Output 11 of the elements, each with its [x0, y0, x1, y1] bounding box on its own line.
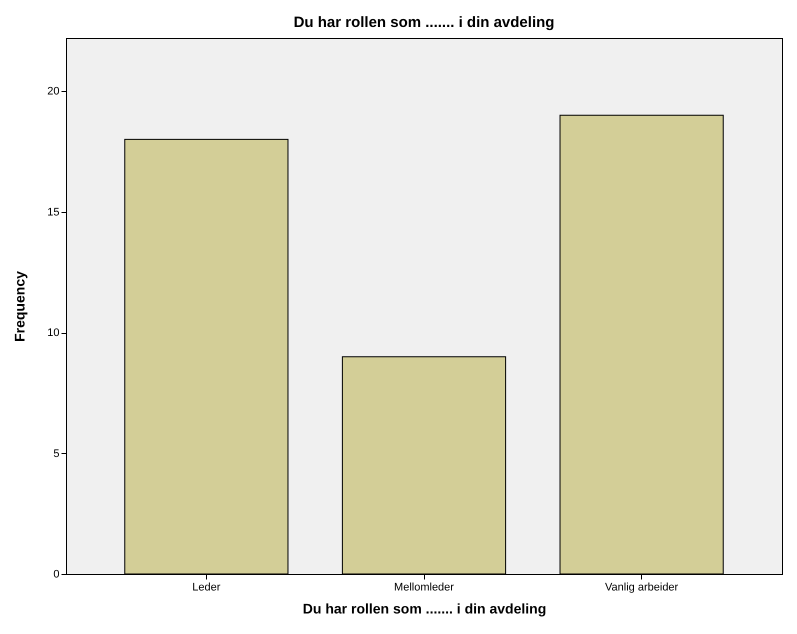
- y-axis-title: Frequency: [11, 270, 28, 342]
- y-tick-label: 15: [47, 206, 60, 218]
- x-tick-label: Mellomleder: [394, 582, 454, 594]
- x-tick-label: Leder: [192, 582, 221, 594]
- y-tick-label: 10: [47, 327, 60, 340]
- y-tick-label: 20: [47, 86, 60, 98]
- y-tick-label: 5: [53, 448, 60, 460]
- chart-title: Du har rollen som ....... i din avdeling: [294, 14, 554, 31]
- x-tick-label: Vanlig arbeider: [605, 582, 679, 594]
- x-axis-title: Du har rollen som ....... i din avdeling: [302, 600, 546, 616]
- y-tick-label: 0: [53, 568, 60, 580]
